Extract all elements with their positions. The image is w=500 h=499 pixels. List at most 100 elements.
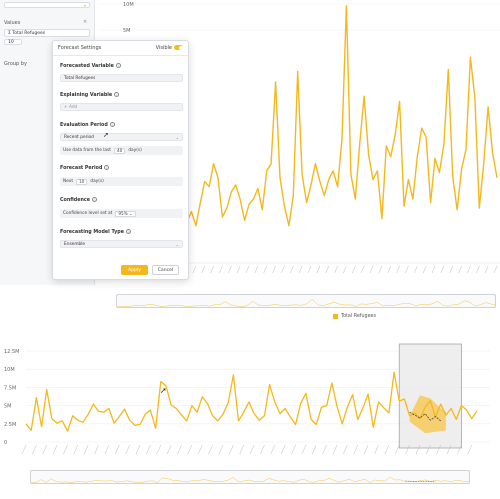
popup-title: Forecast Settings [58,45,102,51]
x-tick-mark [360,265,365,274]
x-tick-mark [467,444,473,455]
bottom-range-navigator[interactable] [30,470,470,484]
value-chip[interactable]: Σ Total Refugees [4,29,90,37]
close-icon[interactable]: × [83,19,88,25]
value-setting-field[interactable]: 10 [4,39,22,45]
x-tick-mark [249,444,255,455]
x-tick-mark [307,265,312,274]
confidence-value: 95% [118,211,128,216]
info-icon[interactable]: i [115,63,121,68]
x-tick-mark [239,444,244,455]
x-tick-mark [52,444,58,455]
forecasted-variable-field[interactable]: Total Refugees [60,74,183,82]
model-type-text: Forecasting Model Type [60,230,124,235]
legend-swatch [333,314,338,319]
explaining-variable-add[interactable]: + Add [60,103,183,111]
evaluation-period-text: Evaluation Period [60,123,108,128]
evaluation-period-label: Evaluation Period i [60,122,115,128]
evaluation-period-row: Use data from the last 40 day(s) [60,146,183,155]
forecast-settings-popup: Forecast Settings Visible Forecasted Var… [52,40,189,280]
y-tick-label: 7.5M [4,385,16,391]
evaluation-days-input[interactable]: 40 [113,147,126,154]
forecast-days-input[interactable]: 10 [76,178,88,185]
y-tick-label: 2.5M [4,422,16,428]
x-tick-mark [146,444,151,455]
x-tick-mark [135,444,141,455]
x-tick-mark [301,444,307,455]
apply-button[interactable]: Apply [121,265,148,275]
navigator-line [31,476,469,483]
x-tick-mark [387,265,391,274]
forecasted-variable-label: Forecasted Variable i [60,63,121,69]
value-chip-label: Total Refugees [12,30,46,36]
x-tick-mark [363,444,369,455]
x-tick-mark [484,265,489,274]
model-type-value: Ensemble [64,241,86,247]
x-tick-mark [414,265,418,274]
mouse-cursor-icon: ➚ [103,131,109,139]
top-navigator-sparkline [117,298,495,307]
x-tick-mark [446,444,452,455]
x-tick-mark [260,444,265,455]
x-tick-mark [312,444,317,455]
sidebar-top-field[interactable]: ▾ [4,2,90,8]
x-tick-mark [332,444,338,455]
visible-toggle[interactable]: Visible [156,45,183,51]
group-by-label: Group by [4,61,27,67]
evaluation-period-value: Recent period [64,134,94,140]
x-tick-mark [83,444,89,455]
confidence-select[interactable]: 95% ⌄ [115,210,136,217]
confidence-prefix: Confidence level set at [63,211,113,216]
cancel-button[interactable]: Cancel [152,265,179,275]
x-tick-mark [290,265,294,274]
x-tick-mark [369,265,374,274]
y-tick-label: 10M [123,2,134,8]
x-tick-mark [476,265,480,274]
x-tick-mark [270,444,276,455]
value-setting-text: 10 [8,39,14,45]
toggle-switch-icon [174,45,183,50]
forecasted-variable-value: Total Refugees [64,75,96,81]
x-tick-mark [458,265,462,274]
x-tick-mark [325,265,329,274]
x-tick-mark [228,265,232,274]
x-tick-mark [236,265,241,274]
x-tick-mark [21,444,27,455]
x-tick-mark [467,265,471,274]
forecasted-variable-text: Forecasted Variable [60,64,114,69]
y-tick-label: 5M [123,28,131,34]
y-tick-label: 5M [4,404,12,410]
bottom-line-chart: 12.5M 10M 7.5M 5M 2.5M 0 [4,343,490,455]
x-tick-mark [291,444,296,455]
model-type-select[interactable]: Ensemble ⌄ [60,240,183,248]
x-tick-mark [431,265,436,274]
x-tick-mark [415,444,421,455]
x-tick-mark [192,265,197,274]
info-icon[interactable]: i [104,165,110,170]
add-variable-placeholder: + Add [64,104,78,110]
confidence-label: Confidence i [60,197,97,203]
model-type-label: Forecasting Model Type i [60,229,131,235]
x-tick-mark [208,444,213,455]
x-tick-mark [218,444,224,455]
x-tick-mark [440,265,445,274]
info-icon[interactable]: i [114,92,120,97]
info-icon[interactable]: i [92,197,97,202]
evaluation-period-select[interactable]: Recent period ⌄ [60,133,183,141]
x-tick-mark [272,265,276,274]
chart-legend[interactable]: Total Refugees [333,314,376,319]
forecast-days-unit: day(s) [90,179,104,184]
top-range-navigator[interactable] [116,294,496,308]
info-icon[interactable]: i [109,122,115,127]
x-tick-mark [395,444,400,455]
info-icon[interactable]: i [125,229,131,234]
x-tick-mark [374,444,379,455]
y-tick-label: 10M [4,367,15,373]
x-tick-mark [245,265,250,274]
chevron-down-icon: ▾ [83,2,86,8]
x-tick-mark [352,265,356,274]
next-label: Next [63,179,74,184]
x-tick-mark [104,444,110,455]
x-tick-mark [422,265,427,274]
x-tick-mark [281,265,285,274]
